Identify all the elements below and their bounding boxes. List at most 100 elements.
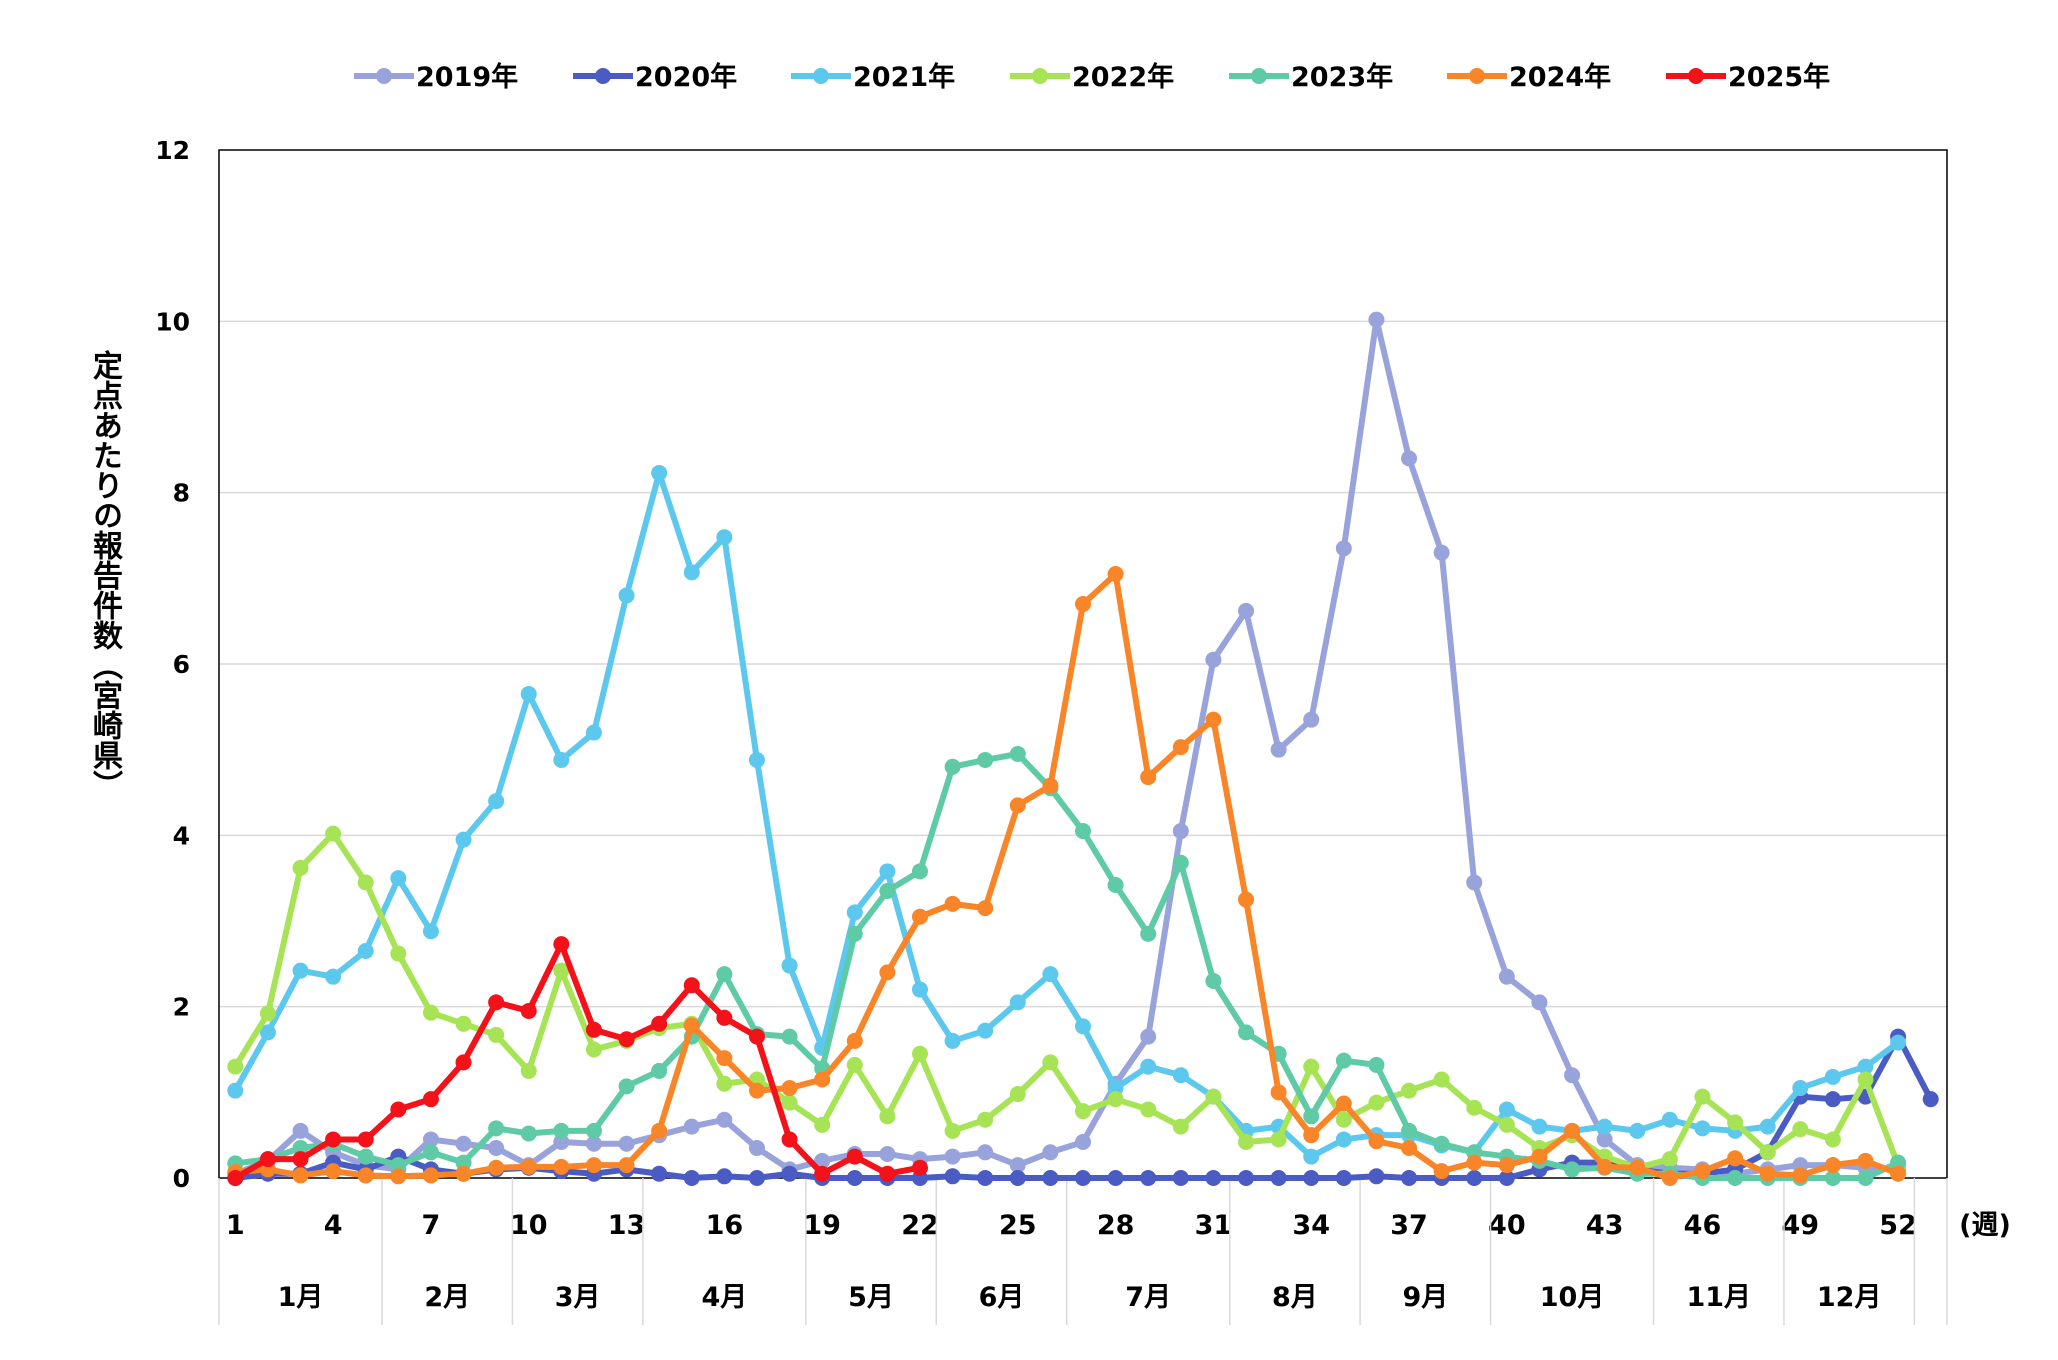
data-point — [1401, 1170, 1418, 1186]
data-point — [1335, 1052, 1352, 1069]
data-point — [1335, 1095, 1352, 1112]
data-point — [1009, 1086, 1026, 1103]
legend-label: 2020年 — [635, 61, 737, 93]
data-point — [944, 895, 961, 912]
data-point — [846, 1056, 863, 1073]
data-point — [227, 1082, 244, 1099]
x-tick-label: 49 — [1781, 1210, 1819, 1241]
y-tick-label: 2 — [173, 993, 190, 1022]
x-tick-label: 7 — [422, 1210, 441, 1241]
legend-label: 2019年 — [416, 61, 518, 93]
data-point — [1498, 1157, 1515, 1174]
data-point — [1531, 994, 1548, 1011]
x-axis-ticks: 1 4 7 10 13 16 19 22 25 28 31 34 37 40 43 46 49 52 (週) — [226, 1210, 2011, 1241]
data-point — [651, 464, 668, 481]
series-line — [232, 750, 1902, 1181]
data-point — [1629, 1159, 1646, 1176]
data-point — [1824, 1157, 1841, 1174]
y-tick-label: 4 — [173, 821, 190, 850]
data-point — [390, 1168, 407, 1185]
legend-label: 2025年 — [1728, 61, 1830, 93]
data-point — [977, 1170, 994, 1186]
data-point — [1629, 1122, 1646, 1139]
data-point — [1857, 1170, 1874, 1186]
data-point — [1303, 1058, 1320, 1075]
y-axis-title: 定点あたりの報告件数（宮崎県） — [87, 350, 122, 800]
data-point — [520, 1062, 537, 1079]
month-label: 5月 — [848, 1282, 894, 1313]
data-point — [1401, 1082, 1418, 1099]
data-point — [1238, 1134, 1255, 1151]
data-point — [455, 1015, 472, 1032]
data-point — [488, 1120, 505, 1137]
legend-swatch-marker — [1032, 68, 1048, 84]
data-point — [1824, 1091, 1841, 1108]
data-point — [748, 751, 765, 768]
data-point — [325, 1131, 342, 1148]
series-line — [232, 469, 1902, 1160]
data-point — [1270, 1131, 1287, 1148]
x-tick-label: 10 — [510, 1210, 548, 1241]
x-tick-label: 46 — [1684, 1210, 1722, 1241]
data-point — [683, 1118, 700, 1135]
data-point — [357, 874, 374, 891]
month-label: 12月 — [1817, 1282, 1882, 1313]
data-point — [879, 964, 896, 981]
data-point — [977, 1144, 994, 1161]
x-tick-label: 16 — [706, 1210, 744, 1241]
legend-label: 2023年 — [1291, 61, 1393, 93]
data-point — [1759, 1144, 1776, 1161]
data-point — [488, 1159, 505, 1176]
data-point — [292, 962, 309, 979]
data-point — [488, 793, 505, 810]
data-point — [651, 1122, 668, 1139]
data-point — [748, 1082, 765, 1099]
data-point — [1596, 1131, 1613, 1148]
data-point — [781, 1028, 798, 1045]
data-point — [618, 1135, 635, 1152]
data-point — [1205, 651, 1222, 668]
data-point — [618, 1031, 635, 1048]
data-point — [1075, 1103, 1091, 1120]
data-point — [1107, 877, 1124, 894]
data-point — [357, 1148, 374, 1165]
data-point — [1824, 1131, 1841, 1148]
data-point — [781, 1094, 798, 1111]
data-point — [1042, 1054, 1059, 1071]
data-point — [1564, 1161, 1581, 1178]
data-point — [1890, 1165, 1907, 1182]
data-point — [422, 1144, 439, 1161]
data-point — [553, 1122, 570, 1139]
data-point — [390, 945, 407, 962]
x-tick-label: 28 — [1097, 1210, 1135, 1241]
data-point — [1303, 1148, 1320, 1165]
data-point — [1172, 739, 1189, 756]
data-point — [1531, 1118, 1548, 1135]
data-point — [1172, 1170, 1189, 1186]
data-point — [781, 957, 798, 974]
data-point — [814, 1165, 831, 1182]
data-point — [553, 1158, 570, 1175]
data-point — [716, 1168, 733, 1185]
data-point — [422, 1004, 439, 1021]
data-point — [1107, 1080, 1124, 1097]
data-point — [1498, 1170, 1515, 1186]
y-tick-label: 12 — [155, 136, 190, 165]
data-point — [1009, 1157, 1026, 1174]
data-point — [1564, 1122, 1581, 1139]
legend-label: 2021年 — [853, 61, 955, 93]
series-2019年 — [227, 311, 1907, 1182]
data-point — [1596, 1118, 1613, 1135]
data-point — [716, 1075, 733, 1092]
data-point — [292, 1122, 309, 1139]
data-point — [1140, 1028, 1157, 1045]
series-line — [232, 316, 1902, 1177]
data-point — [1042, 966, 1059, 983]
data-point — [1140, 769, 1157, 786]
data-point — [651, 1015, 668, 1032]
series-2025年 — [227, 936, 928, 1186]
data-point — [1238, 602, 1255, 619]
data-point — [1498, 1116, 1515, 1133]
